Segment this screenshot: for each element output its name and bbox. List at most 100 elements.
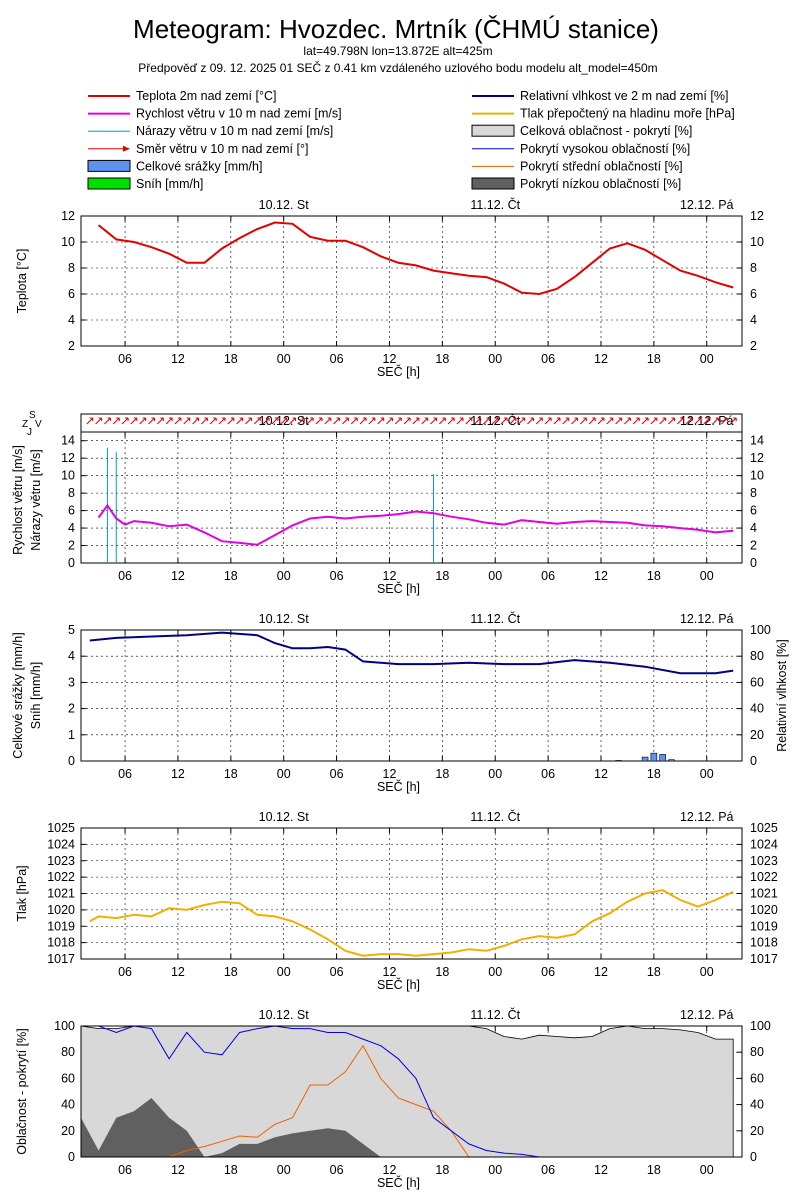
wind-direction-arrow: [527, 417, 534, 425]
y-tick-label: 8: [68, 261, 75, 275]
humidity-axis-label: Relativní vlhkost [%]: [775, 639, 789, 752]
legend-label: Pokrytí vysokou oblačností [%]: [520, 142, 690, 156]
wind-direction-arrow: [483, 417, 490, 425]
legend-swatch: [471, 124, 515, 137]
y-tick-label-right: 4: [750, 521, 757, 535]
x-tick-label: 00: [700, 1163, 714, 1177]
wind-direction-arrow: [668, 417, 675, 425]
wind-speed-series: [97, 503, 734, 546]
y-tick-label: 1022: [47, 870, 75, 884]
y-tick-label-right: 40: [750, 1098, 764, 1112]
x-tick-label: 12: [594, 1163, 608, 1177]
x-tick-label: 00: [700, 965, 714, 979]
wind-direction-arrow: [315, 417, 323, 425]
y-tick-label: 100: [54, 1019, 75, 1033]
x-tick-label: 12: [171, 352, 185, 366]
y-tick-label-right: 80: [750, 1045, 764, 1059]
wind-direction-arrow: [306, 417, 314, 425]
day-label: 10.12. St: [259, 810, 310, 824]
wind-direction-arrow: [571, 417, 579, 425]
x-tick-label: 06: [118, 352, 132, 366]
humidity-series: [89, 631, 734, 675]
x-tick-label: 00: [488, 569, 502, 583]
x-tick-label: 00: [488, 352, 502, 366]
x-tick-label: 12: [383, 352, 397, 366]
pressure-chart: 10.12. St 11.12. Čt 12.12. Pá 06 12 18 00 06 12 1…: [15, 809, 778, 992]
y-tick-label-right: 0: [750, 1150, 757, 1164]
wind-direction-arrow: [544, 417, 552, 425]
wind-direction-arrow: [421, 417, 429, 425]
y-tick-label: 20: [61, 1124, 75, 1138]
x-tick-label: 12: [383, 767, 397, 781]
wind-direction-arrow: [368, 417, 376, 425]
x-tick-label: 12: [171, 1163, 185, 1177]
wind-direction-arrow: [289, 417, 297, 425]
x-tick-label: 18: [224, 767, 238, 781]
precip-bar: [641, 756, 649, 762]
y-tick-label: 1019: [47, 919, 75, 933]
x-tick-label: 00: [700, 352, 714, 366]
wind-direction-arrow: [518, 417, 526, 425]
legend-label: Pokrytí střední oblačností [%]: [520, 159, 683, 173]
wind-direction-arrow: [685, 417, 693, 425]
y2-tick-label: 40: [750, 702, 764, 716]
legend: Teplota 2m nad zemí [°C] Relativní vlhkos…: [87, 89, 735, 191]
wind-direction-arrow: [342, 417, 349, 425]
cloud-axis-label: Oblačnost - pokrytí [%]: [15, 1028, 29, 1154]
day-label: 12.12. Pá: [680, 1008, 734, 1022]
day-label: 10.12. St: [259, 612, 310, 626]
y-tick-label-right: 100: [750, 1019, 771, 1033]
y-tick-label-right: 6: [750, 504, 757, 518]
day-label: 12.12. Pá: [680, 612, 734, 626]
x-tick-label: 00: [488, 965, 502, 979]
wind-direction-arrow: [491, 417, 499, 425]
legend-label: Tlak přepočtený na hladinu moře [hPa]: [520, 107, 735, 121]
x-tick-label: 12: [383, 1163, 397, 1177]
temperature-chart: 10.12. St 11.12. Čt 12.12. Pá 06 12 18 00 06 12 1…: [15, 197, 764, 379]
day-label: 11.12. Čt: [470, 197, 520, 212]
legend-label: Nárazy větru v 10 m nad zemí [m/s]: [136, 124, 333, 138]
y-tick-label: 1017: [47, 952, 75, 966]
wind-direction-arrow: [438, 417, 446, 425]
day-label: 11.12. Čt: [470, 1007, 520, 1022]
wind-direction-arrow: [412, 417, 420, 425]
x-tick-label: 18: [647, 767, 661, 781]
forecast-subtitle: Předpověď z 09. 12. 2025 01 SEČ z 0.41 k…: [138, 60, 657, 75]
wind-direction-arrow: [562, 417, 570, 425]
x-axis-label: SEČ [h]: [377, 1175, 420, 1190]
x-tick-label: 18: [224, 352, 238, 366]
x-tick-label: 00: [488, 1163, 502, 1177]
wind-axis-label: Rychlost větru [m/s]: [11, 445, 25, 555]
y-tick-label: 6: [68, 287, 75, 301]
y-tick-label: 5: [68, 623, 75, 637]
snow-axis-label: Sníh [mm/h]: [29, 662, 43, 729]
legend-arrowhead: [123, 145, 130, 152]
legend-label: Celkové srážky [mm/h]: [136, 159, 262, 173]
wind-direction-arrow: [183, 417, 191, 425]
plot-frame: [80, 215, 743, 347]
precip-bar: [659, 754, 666, 762]
wind-direction-arrow: [659, 417, 667, 425]
wind-direction-arrow: [650, 417, 658, 425]
wind-dir-label-j: J: [27, 427, 32, 438]
wind-direction-arrow: [465, 417, 473, 425]
legend-swatch: [471, 177, 515, 190]
wind-direction-arrow: [447, 417, 455, 425]
plot-frame: [80, 431, 743, 564]
wind-direction-arrow: [333, 417, 341, 425]
x-tick-label: 00: [277, 352, 291, 366]
y-tick-label: 60: [61, 1071, 75, 1085]
x-axis-label: SEČ [h]: [377, 581, 420, 596]
x-tick-label: 18: [435, 352, 449, 366]
wind-direction-arrow: [712, 417, 720, 425]
wind-direction-arrow: [403, 417, 411, 425]
wind-dir-label-v: V: [35, 419, 42, 430]
y-tick-label: 10: [61, 469, 75, 483]
x-tick-label: 12: [171, 569, 185, 583]
wind-direction-arrow: [192, 417, 200, 425]
wind-direction-arrow: [386, 417, 393, 425]
wind-direction-arrow: [456, 417, 464, 425]
y-tick-label-right: 4: [750, 313, 757, 327]
y-tick-label-right: 12: [750, 209, 764, 223]
